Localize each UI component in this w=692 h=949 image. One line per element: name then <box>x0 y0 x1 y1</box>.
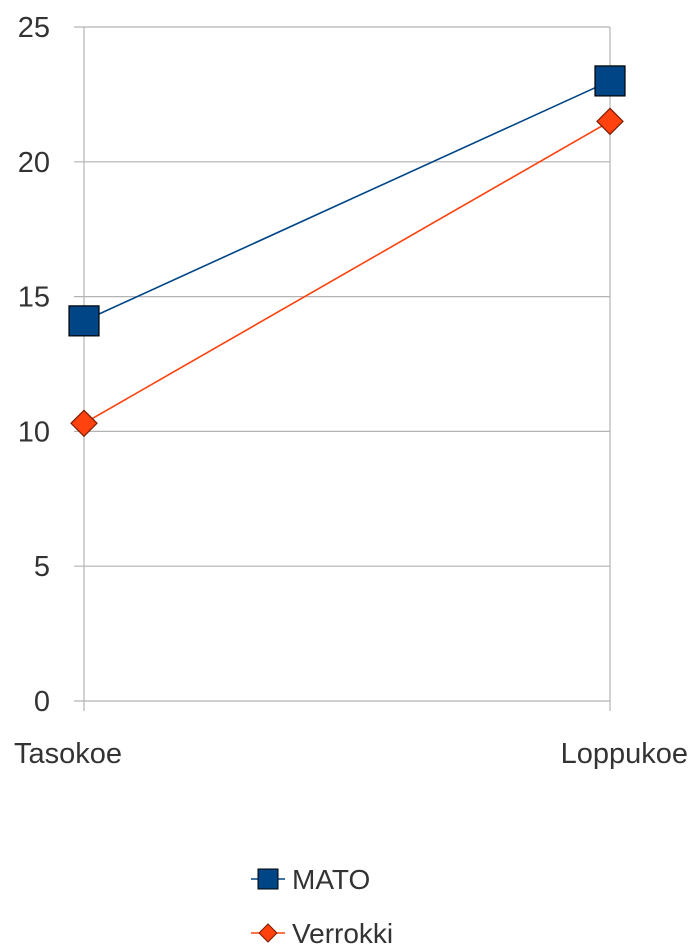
y-tick-label: 0 <box>34 686 50 718</box>
data-point-mato <box>69 306 99 336</box>
x-tick-labels: Tasokoe Loppukoe <box>14 738 688 770</box>
legend-marker-mato <box>258 869 278 889</box>
y-tick-label: 5 <box>34 551 50 583</box>
series <box>69 66 625 436</box>
y-tick-labels: 0 5 10 15 20 25 <box>18 12 50 718</box>
axes <box>84 27 610 711</box>
y-tick-label: 20 <box>18 147 50 179</box>
legend: MATO Verrokki <box>251 864 393 949</box>
data-point-verrokki <box>597 108 623 134</box>
series-line-verrokki <box>84 121 610 423</box>
x-tick-label: Tasokoe <box>14 738 122 770</box>
y-tick-label: 15 <box>18 282 50 314</box>
series-line-mato <box>84 81 610 321</box>
legend-label-verrokki: Verrokki <box>292 918 393 949</box>
x-tick-label: Loppukoe <box>561 738 688 770</box>
gridlines <box>74 27 610 701</box>
legend-label-mato: MATO <box>292 864 370 895</box>
legend-marker-verrokki <box>259 924 277 942</box>
data-point-mato <box>595 66 625 96</box>
data-point-verrokki <box>71 410 97 436</box>
y-tick-label: 25 <box>18 12 50 44</box>
y-tick-label: 10 <box>18 416 50 448</box>
